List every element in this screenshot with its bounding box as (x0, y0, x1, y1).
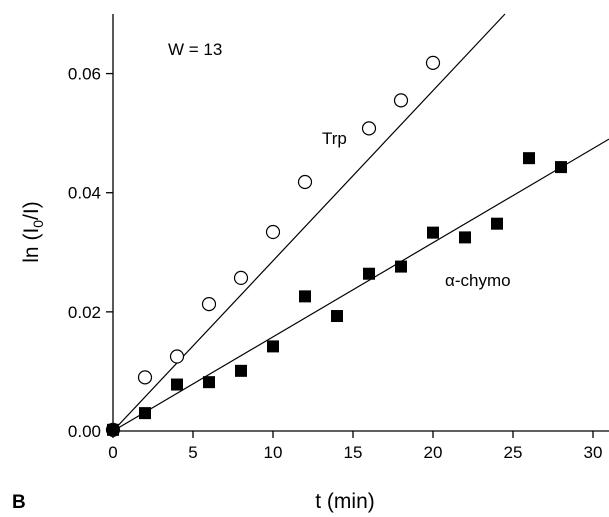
x-tick-label-15: 15 (344, 443, 363, 462)
y-tick-label-3: 0.06 (68, 65, 101, 84)
point-chymo-6 (299, 290, 311, 303)
y-axis-label-sub: 0 (30, 220, 46, 228)
series-label-chymo: α-chymo (445, 271, 511, 290)
x-axis-label: t (min) (315, 490, 375, 513)
point-chymo-12 (491, 217, 503, 230)
x-tick-label-0: 0 (108, 443, 117, 462)
point-trp-9 (425, 55, 441, 70)
point-chymo-1 (139, 407, 151, 420)
point-chymo-0 (107, 423, 119, 436)
y-axis-label-prefix: ln (I (20, 228, 43, 263)
axes: 0 5 10 15 20 25 30 0.00 0.02 0.04 0.06 (68, 14, 609, 462)
y-axis-label-suffix: /I) (20, 201, 43, 220)
point-chymo-3 (203, 376, 215, 389)
point-chymo-10 (427, 226, 439, 239)
series-label-trp: Trp (322, 129, 347, 148)
point-chymo-11 (459, 231, 471, 244)
fit-lines (112, 13, 609, 432)
point-trp-2 (169, 349, 185, 364)
x-tick-label-10: 10 (264, 443, 283, 462)
point-trp-4 (233, 270, 249, 286)
point-trp-8 (393, 93, 409, 108)
point-trp-1 (137, 370, 153, 385)
fit-line-1 (112, 138, 609, 432)
point-chymo-13 (523, 152, 535, 165)
point-trp-6 (297, 174, 313, 190)
y-tick-label-2: 0.04 (68, 184, 101, 203)
x-tick-label-25: 25 (504, 443, 523, 462)
point-chymo-9 (395, 260, 407, 273)
annotation-w: W = 13 (168, 40, 222, 59)
y-axis-label: ln (I0/I) (20, 201, 46, 262)
y-tick-label-1: 0.02 (68, 303, 101, 322)
y-tick-label-0: 0.00 (68, 422, 101, 441)
point-trp-3 (201, 297, 217, 312)
point-chymo-14 (555, 161, 567, 174)
x-tick-label-5: 5 (188, 443, 197, 462)
point-chymo-4 (235, 364, 247, 377)
fit-line-0 (112, 13, 506, 432)
x-tick-label-20: 20 (424, 443, 443, 462)
point-trp-7 (361, 121, 377, 136)
markers (105, 55, 567, 437)
point-chymo-8 (363, 267, 375, 280)
panel-label: B (12, 492, 26, 513)
labels: W = 13 Trp α-chymo t (min) ln (I0/I) B (12, 40, 511, 513)
point-chymo-5 (267, 340, 279, 353)
point-trp-5 (265, 224, 281, 240)
point-chymo-2 (171, 378, 183, 391)
point-chymo-7 (331, 310, 343, 323)
x-tick-label-30: 30 (584, 443, 603, 462)
